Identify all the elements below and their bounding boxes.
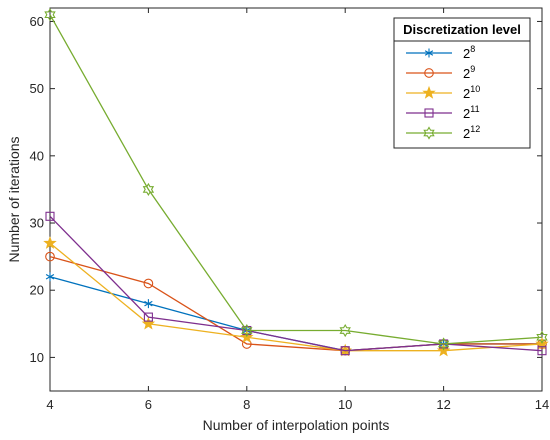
legend-marker <box>422 85 436 99</box>
data-point <box>537 346 547 356</box>
series-line <box>49 255 542 352</box>
data-point <box>241 323 253 338</box>
data-point <box>144 299 153 309</box>
x-tick-label: 4 <box>46 397 53 412</box>
x-tick-label: 14 <box>535 397 549 412</box>
x-tick-label: 10 <box>338 397 352 412</box>
data-point <box>44 8 56 22</box>
legend-label: 29 <box>463 64 475 81</box>
series-layer <box>43 8 549 357</box>
legend-entry: 210 <box>406 84 480 101</box>
data-point <box>142 182 155 197</box>
series-line <box>49 215 543 352</box>
legend-entry: 211 <box>406 104 480 121</box>
y-tick-label: 20 <box>30 283 44 298</box>
legend-label: 210 <box>463 84 480 101</box>
data-point <box>339 323 351 338</box>
y-tick-label: 50 <box>30 81 44 96</box>
y-tick-label: 40 <box>30 148 44 163</box>
y-tick-label: 30 <box>30 216 44 231</box>
series-line <box>49 242 543 352</box>
series-2-12 <box>44 8 548 351</box>
data-point <box>143 278 154 289</box>
legend-marker <box>423 126 435 140</box>
data-point <box>141 316 156 330</box>
legend-marker <box>424 68 434 78</box>
legend-title: Discretization level <box>403 22 521 37</box>
legend-entry: 212 <box>406 124 480 141</box>
data-point <box>437 337 450 351</box>
x-tick-label: 6 <box>145 397 152 412</box>
axis-ticks: 4 6 8 10 12 14 10 20 30 40 50 60 <box>30 8 549 412</box>
data-point <box>45 251 55 262</box>
legend-entry: 28 <box>406 44 475 61</box>
data-point <box>45 272 55 282</box>
legend-label: 211 <box>463 104 480 121</box>
y-tick-label: 60 <box>30 14 44 29</box>
data-point <box>143 312 153 322</box>
legend-label: 212 <box>463 124 480 141</box>
y-axis-label: Number of iterations <box>6 136 22 262</box>
legend-marker <box>424 48 434 58</box>
legend: Discretization level 28 29 210 211 212 <box>393 17 531 149</box>
x-tick-label: 8 <box>243 397 250 412</box>
data-point <box>536 330 548 344</box>
legend-marker <box>424 108 434 118</box>
legend-label: 28 <box>463 44 475 61</box>
series-line <box>49 14 543 345</box>
x-tick-label: 12 <box>436 397 450 412</box>
x-axis-label: Number of interpolation points <box>203 417 390 433</box>
y-tick-label: 10 <box>30 350 44 365</box>
legend-entries: 28 29 210 211 212 <box>406 44 480 141</box>
data-point <box>45 211 55 221</box>
data-point <box>43 236 57 249</box>
legend-box <box>393 17 531 149</box>
legend-entry: 29 <box>406 64 475 81</box>
data-point <box>340 346 350 356</box>
